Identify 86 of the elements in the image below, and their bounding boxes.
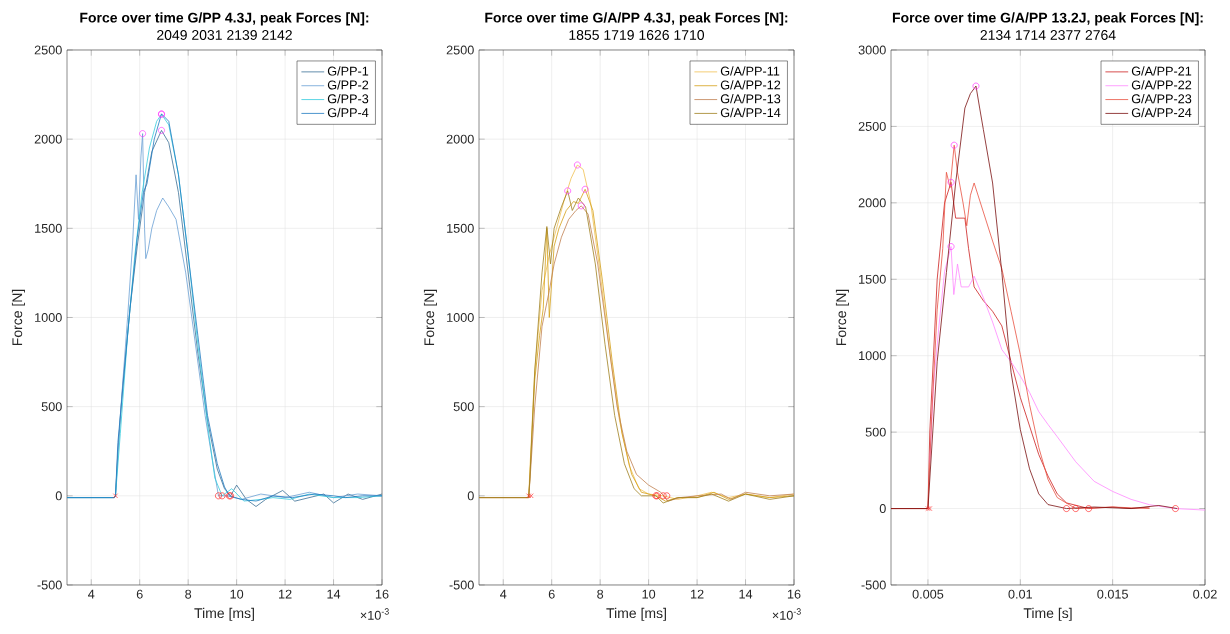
chart-subtitle: 2049 2031 2139 2142 bbox=[157, 30, 292, 40]
y-tick-label: 500 bbox=[453, 402, 474, 412]
text: ×10$^{-3}$ bbox=[772, 608, 801, 620]
x-tick-label: 8 bbox=[185, 589, 192, 599]
legend-label: G/A/PP-22 bbox=[1131, 80, 1192, 90]
x-axis-title: Time [s] bbox=[1023, 607, 1072, 621]
x-tick-label: 16 bbox=[787, 589, 801, 599]
point bbox=[1085, 505, 1093, 512]
point bbox=[577, 202, 585, 210]
legend-label: G/PP-1 bbox=[327, 66, 369, 76]
y-tick-label: 0 bbox=[879, 504, 886, 514]
legend-label: G/A/PP-23 bbox=[1131, 93, 1192, 104]
x-axis-title: Time [ms] bbox=[606, 607, 666, 621]
chart-title: Force over time G/PP 4.3J, peak Forces [N]: bbox=[80, 12, 369, 26]
line-series bbox=[929, 246, 1205, 511]
y-tick-label: 2500 bbox=[34, 45, 62, 55]
x-tick-label: 4 bbox=[500, 589, 507, 599]
y-tick-label: 500 bbox=[865, 427, 886, 437]
point bbox=[1072, 505, 1080, 512]
x-tick-label: 10 bbox=[230, 589, 244, 599]
legend-label: G/PP-4 bbox=[327, 107, 369, 118]
point bbox=[573, 161, 581, 169]
x-tick-label: 0.02 bbox=[1193, 589, 1217, 599]
x-tick-label: 6 bbox=[136, 589, 143, 599]
y-axis-title: Force [N] bbox=[835, 289, 849, 346]
x-tick-label: 0.01 bbox=[1008, 589, 1032, 599]
y-tick-label: 1000 bbox=[35, 313, 62, 322]
y-tick-label: -500 bbox=[37, 580, 62, 590]
point bbox=[581, 185, 589, 193]
x-tick-label: 10 bbox=[642, 589, 656, 599]
x-tick-label: 14 bbox=[739, 589, 753, 599]
y-tick-label: 2000 bbox=[446, 134, 474, 144]
chart-title: Force over time G/A/PP 13.2J, peak Forces [N]: bbox=[892, 12, 1203, 26]
y-tick-label: 2500 bbox=[446, 45, 474, 55]
y-axis-title: Force [N] bbox=[11, 289, 25, 346]
point bbox=[1063, 505, 1070, 512]
chart-title: Force over time G/A/PP 4.3J, peak Forces [N]: bbox=[485, 12, 788, 26]
text: ×10$^{-3}$ bbox=[360, 608, 389, 620]
x-tick-label: 12 bbox=[691, 589, 704, 599]
x-tick-label: 8 bbox=[597, 589, 604, 599]
legend-label: G/A/PP-12 bbox=[720, 80, 781, 90]
y-tick-label: 2000 bbox=[34, 134, 62, 144]
y-tick-label: 1500 bbox=[859, 274, 886, 284]
x-tick-label: 16 bbox=[375, 589, 389, 599]
point bbox=[659, 492, 667, 500]
y-tick-label: 1000 bbox=[447, 313, 474, 322]
y-tick-label: 2500 bbox=[858, 121, 886, 131]
y-tick-label: -500 bbox=[449, 580, 474, 590]
legend-label: G/A/PP-21 bbox=[1131, 66, 1192, 76]
y-tick-label: 1500 bbox=[447, 223, 474, 233]
y-axis-title: Force [N] bbox=[423, 289, 437, 346]
x-tick-label: 14 bbox=[327, 589, 341, 599]
y-tick-label: 3000 bbox=[858, 45, 886, 55]
point bbox=[947, 178, 955, 186]
x-tick-label: 0.005 bbox=[912, 589, 944, 599]
chart-subtitle: 2134 1714 2377 2764 bbox=[980, 30, 1116, 40]
y-tick-label: 0 bbox=[55, 491, 62, 501]
x-axis-title: Time [ms] bbox=[194, 607, 254, 621]
point bbox=[158, 127, 165, 134]
x-tick-label: 12 bbox=[279, 589, 292, 599]
y-tick-label: 2000 bbox=[858, 198, 886, 208]
y-tick-label: 1000 bbox=[859, 351, 886, 361]
y-tick-label: 500 bbox=[41, 402, 62, 412]
point bbox=[663, 492, 671, 500]
point bbox=[218, 492, 226, 500]
legend-label: G/PP-3 bbox=[327, 93, 369, 104]
legend-label: G/A/PP-24 bbox=[1131, 107, 1192, 118]
point bbox=[215, 492, 222, 500]
point bbox=[972, 82, 980, 90]
point bbox=[947, 243, 955, 250]
point bbox=[112, 493, 118, 499]
point bbox=[950, 141, 958, 149]
legend-label: G/A/PP-11 bbox=[720, 66, 780, 76]
y-tick-label: 0 bbox=[467, 491, 474, 501]
legend-label: G/A/PP-14 bbox=[720, 107, 781, 118]
legend-label: G/PP-2 bbox=[327, 80, 369, 90]
point bbox=[1172, 505, 1179, 512]
point bbox=[139, 130, 147, 138]
point bbox=[564, 187, 572, 195]
x-tick-label: 6 bbox=[548, 589, 555, 599]
x-tick-label: 4 bbox=[88, 589, 95, 599]
chart-subtitle: 1855 1719 1626 1710 bbox=[569, 30, 705, 40]
legend-label: G/A/PP-13 bbox=[720, 93, 781, 104]
x-tick-label: 0.015 bbox=[1097, 589, 1128, 599]
y-tick-label: 1500 bbox=[35, 223, 62, 233]
y-tick-label: -500 bbox=[861, 580, 886, 590]
